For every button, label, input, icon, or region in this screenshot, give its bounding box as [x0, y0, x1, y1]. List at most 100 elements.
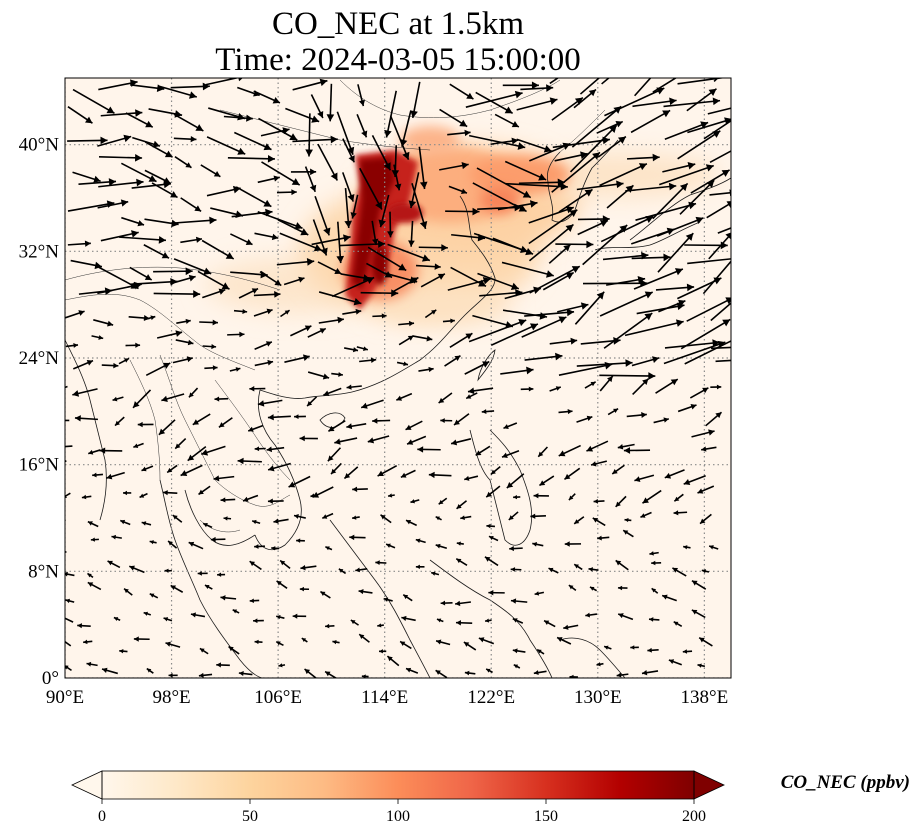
wind-arrow	[686, 88, 717, 112]
wind-arrow	[456, 541, 464, 546]
wind-arrow	[143, 315, 156, 321]
wind-arrow	[606, 184, 634, 209]
wind-arrow	[449, 332, 473, 349]
wind-arrow	[318, 291, 362, 306]
wind-arrow	[490, 137, 519, 146]
wind-arrow	[296, 538, 305, 543]
x-axis-labels: 90°E 98°E 106°E 114°E 122°E 130°E 138°E	[46, 687, 728, 708]
wind-arrow	[359, 167, 383, 210]
wind-arrow	[173, 135, 197, 143]
wind-arrow	[380, 514, 392, 524]
wind-arrow	[652, 78, 678, 93]
wind-arrow	[359, 357, 377, 363]
wind-arrow	[170, 274, 196, 285]
x-tick-label: 122°E	[467, 687, 515, 708]
wind-arrow	[228, 645, 240, 655]
wind-arrow	[705, 411, 723, 427]
wind-arrow	[606, 276, 646, 286]
wind-arrow	[336, 111, 355, 155]
wind-arrow	[444, 355, 461, 367]
wind-arrow	[153, 290, 201, 298]
wind-arrow	[689, 387, 709, 399]
wind-arrow	[490, 323, 539, 347]
wind-arrow	[271, 546, 280, 551]
wind-arrow	[691, 609, 706, 619]
wind-arrow	[343, 347, 359, 353]
wind-arrow	[460, 515, 472, 521]
wind-arrow	[589, 586, 598, 592]
wind-arrow	[399, 640, 412, 650]
wind-arrow	[339, 240, 386, 248]
wind-arrow	[200, 164, 221, 178]
wind-arrow	[651, 587, 659, 594]
wind-arrow	[143, 611, 152, 616]
wind-arrow	[77, 623, 91, 629]
wind-arrow	[153, 267, 193, 276]
wind-arrow	[703, 119, 731, 140]
wind-arrow	[119, 236, 167, 244]
wind-arrow	[623, 447, 651, 454]
wind-arrow	[355, 567, 368, 573]
wind-arrow	[97, 199, 129, 209]
wind-arrow	[548, 567, 559, 574]
wind-arrow	[438, 497, 448, 505]
wind-arrow	[398, 335, 415, 346]
wind-arrow	[440, 418, 453, 423]
wind-arrow	[509, 546, 523, 552]
wind-arrow	[450, 266, 487, 288]
wind-arrow	[280, 309, 291, 318]
wind-arrow	[542, 271, 575, 291]
wind-arrow	[304, 166, 317, 193]
wind-arrow	[293, 514, 306, 519]
wind-arrow	[72, 171, 101, 183]
wind-arrow	[254, 544, 265, 549]
wind-arrow	[204, 584, 213, 590]
wind-arrow	[144, 169, 171, 184]
wind-arrow	[615, 495, 627, 508]
wind-arrow	[164, 568, 172, 573]
wind-arrow	[569, 674, 578, 678]
wind-arrow	[158, 419, 176, 436]
x-tick-label: 90°E	[46, 687, 84, 708]
wind-arrow	[170, 82, 210, 91]
wind-arrow	[634, 474, 655, 483]
wind-arrow	[418, 366, 434, 373]
wind-arrow	[656, 216, 704, 237]
wind-arrow	[301, 637, 308, 643]
colorbar-tick-label: 150	[534, 808, 558, 825]
wind-arrow	[201, 239, 235, 260]
wind-arrow	[371, 220, 379, 246]
wind-arrow	[430, 571, 440, 576]
wind-arrow	[408, 220, 415, 247]
wind-arrow	[502, 81, 539, 90]
wind-arrow	[352, 515, 360, 520]
wind-arrow	[548, 243, 571, 264]
wind-arrow	[317, 261, 342, 275]
wind-arrow	[454, 600, 472, 607]
wind-arrow	[510, 567, 522, 572]
wind-arrow	[543, 619, 556, 628]
wind-arrow	[551, 151, 601, 193]
wind-arrow	[702, 260, 731, 295]
wind-arrow	[401, 615, 416, 622]
wind-arrow	[599, 291, 654, 317]
wind-arrow	[557, 302, 589, 313]
wind-arrow	[288, 475, 311, 488]
wind-arrow	[163, 617, 173, 622]
map-frame	[64, 77, 732, 679]
wind-arrow	[494, 113, 520, 128]
wind-arrow	[187, 445, 207, 462]
wind-arrow	[501, 261, 554, 278]
wind-arrow	[577, 219, 609, 236]
wind-arrow	[254, 359, 274, 367]
wind-arrow	[530, 513, 546, 519]
wind-arrow	[529, 265, 581, 294]
wind-arrow	[65, 343, 79, 348]
wind-arrow	[290, 325, 312, 337]
wind-arrow	[534, 591, 545, 596]
wind-arrow	[663, 97, 721, 108]
wind-arrow	[586, 440, 609, 452]
wind-arrow	[406, 435, 427, 445]
wind-arrow	[664, 339, 720, 349]
wind-arrow	[673, 493, 684, 502]
